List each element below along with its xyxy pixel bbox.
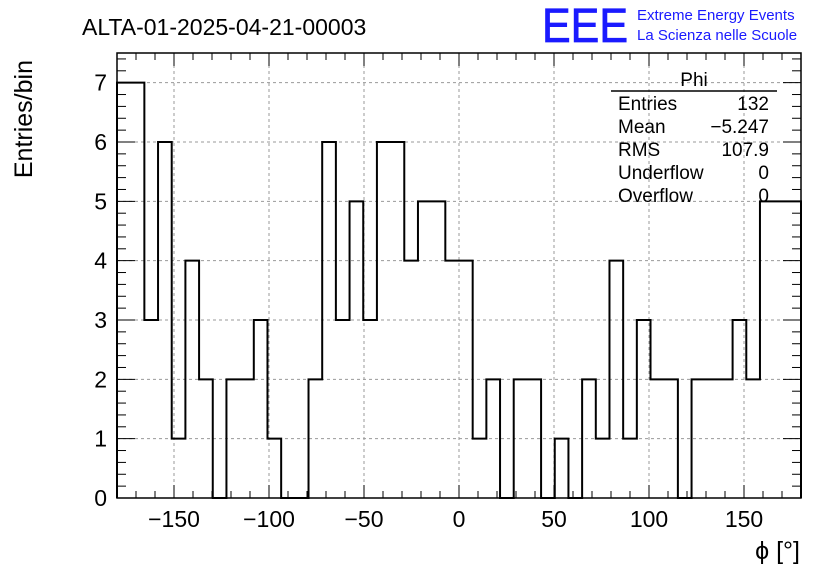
- y-tick-label: 7: [94, 70, 107, 96]
- stats-row-value: −5.247: [710, 117, 769, 138]
- y-tick-label: 2: [94, 366, 107, 392]
- x-tick-label: 50: [541, 506, 567, 532]
- histogram-title: ALTA-01-2025-04-21-00003: [82, 14, 366, 40]
- stats-row-value: 132: [737, 94, 769, 115]
- x-tick-labels: −150 −100 −50 0 50 100 150: [148, 506, 763, 532]
- y-tick-label: 6: [94, 129, 107, 155]
- y-axis-label: Entries/bin: [10, 60, 38, 178]
- x-axis-label: ϕ [°]: [755, 537, 800, 565]
- x-tick-label: 0: [453, 506, 466, 532]
- brand-line-1: Extreme Energy Events: [637, 7, 795, 24]
- y-tick-label: 3: [94, 307, 107, 333]
- stats-box-title: Phi: [680, 70, 707, 91]
- y-tick-label: 5: [94, 188, 107, 214]
- x-tick-label: −150: [148, 506, 200, 532]
- stats-box: Phi Entries 132 Mean −5.247 RMS 107.9 Underflo…: [611, 70, 777, 207]
- grid-lines: [117, 53, 801, 498]
- x-tick-label: −100: [243, 506, 295, 532]
- brand-line-2: La Scienza nelle Scuole: [637, 27, 797, 44]
- stats-row-label: RMS: [618, 140, 660, 161]
- y-tick-label: 4: [94, 248, 107, 274]
- y-tick-label: 1: [94, 426, 107, 452]
- stats-row-label: Mean: [618, 117, 666, 138]
- x-tick-label: 100: [630, 506, 668, 532]
- stats-row-value: 0: [758, 163, 769, 184]
- stats-row-label: Underflow: [618, 163, 704, 184]
- stats-row-label: Entries: [618, 94, 677, 115]
- y-tick-label: 0: [94, 485, 107, 511]
- x-tick-label: −50: [344, 506, 383, 532]
- y-tick-labels: 0 1 2 3 4 5 6 7: [94, 70, 107, 511]
- eee-logo: EEE: [542, 0, 628, 53]
- stats-row-value: 0: [758, 186, 769, 207]
- x-tick-label: 150: [725, 506, 763, 532]
- stats-row-label: Overflow: [618, 186, 693, 207]
- stats-row-value: 107.9: [721, 140, 769, 161]
